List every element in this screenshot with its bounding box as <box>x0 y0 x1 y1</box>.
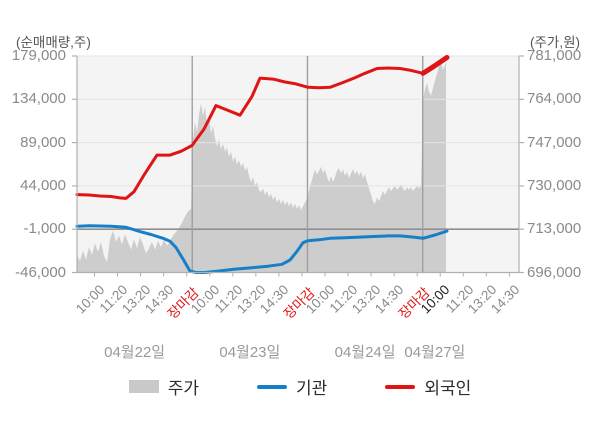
date-label: 04월23일 <box>219 344 281 361</box>
right-axis-tick: 764,000 <box>527 90 582 108</box>
foreigner-line <box>75 55 449 200</box>
legend-label-institution: 기관 <box>296 379 328 398</box>
date-label: 04월27일 <box>404 344 466 361</box>
date-label: 04월22일 <box>104 344 166 361</box>
left-axis-tick: -1,000 <box>23 220 66 238</box>
price-area-swatch <box>128 380 159 393</box>
legend-item-institution: 기관 <box>257 374 327 399</box>
left-axis-tick: 179,000 <box>11 47 66 64</box>
left-axis-tick: 134,000 <box>11 90 66 108</box>
right-axis-tick: 730,000 <box>527 176 582 194</box>
legend-label-price: 주가 <box>167 379 200 398</box>
left-axis-tick: -46,000 <box>15 263 66 281</box>
legend-item-price: 주가 <box>128 374 200 399</box>
left-axis-tick: 89,000 <box>20 133 66 151</box>
date-label: 04월24일 <box>334 344 396 361</box>
right-axis-tick: 696,000 <box>527 263 582 281</box>
right-axis-title: (주가,원) <box>529 35 580 50</box>
legend-label-foreigner: 외국인 <box>424 379 472 398</box>
legend: 주가 기관 외국인 <box>0 374 600 399</box>
left-axis-tick: 44,000 <box>20 176 66 194</box>
legend-item-foreigner: 외국인 <box>385 374 471 399</box>
foreigner-line-swatch <box>385 384 416 389</box>
foreigner-line-current-day <box>420 54 450 76</box>
right-axis-tick: 747,000 <box>527 133 582 151</box>
institution-line <box>75 224 449 274</box>
institution-line-swatch <box>257 384 288 389</box>
left-axis-title: (순매매량,주) <box>16 35 91 50</box>
right-axis-tick: 781,000 <box>527 47 582 64</box>
price-area <box>77 61 446 273</box>
right-axis-tick: 713,000 <box>527 220 582 238</box>
